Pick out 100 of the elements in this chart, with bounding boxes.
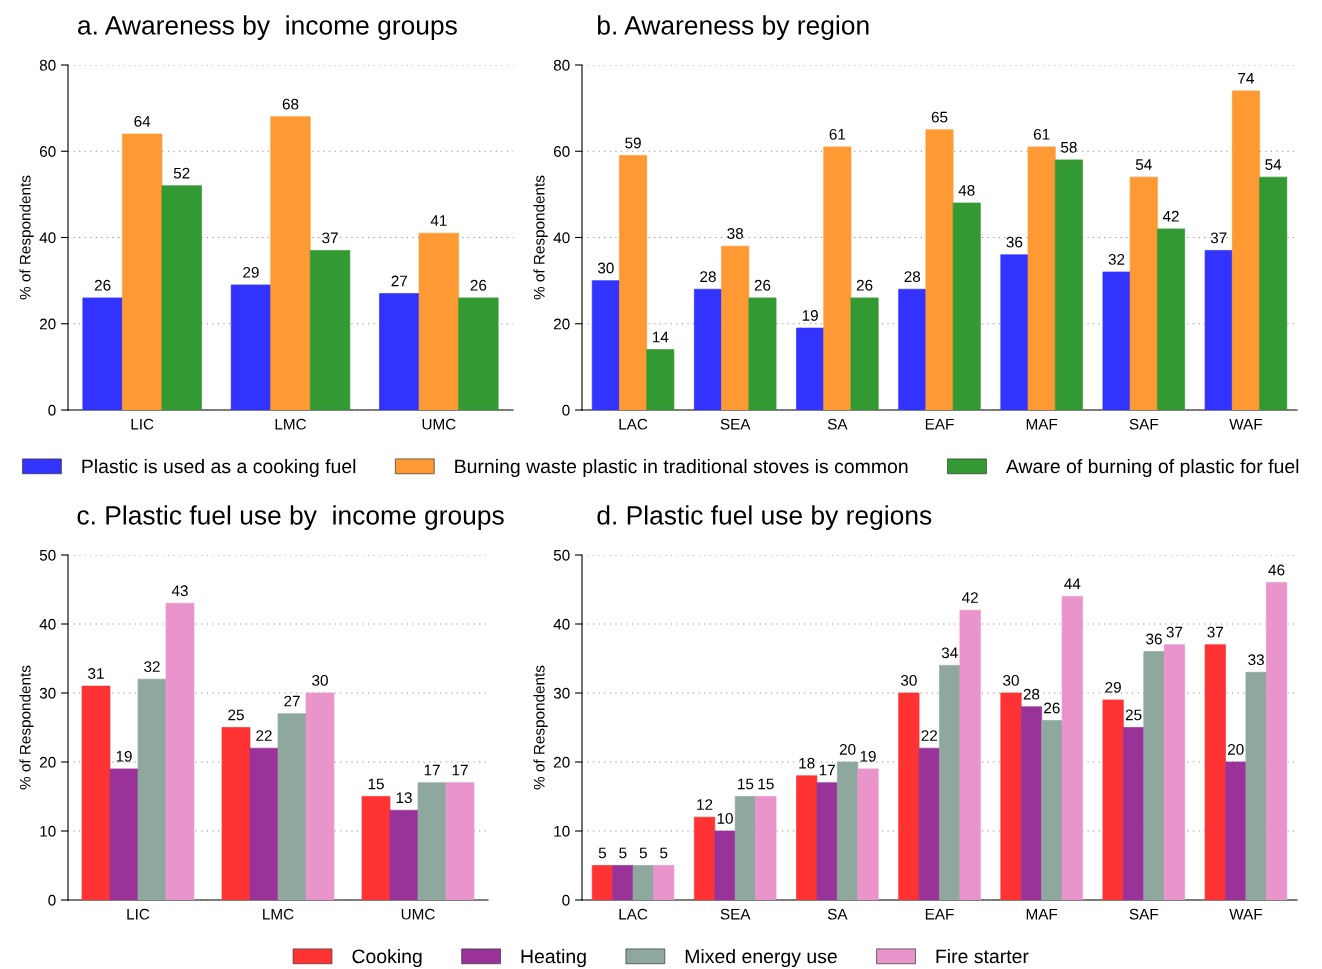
bar xyxy=(379,293,420,410)
bar xyxy=(1129,176,1158,410)
data-label: 30 xyxy=(312,674,328,686)
data-label: 15 xyxy=(738,778,754,790)
bar xyxy=(632,865,654,900)
bar xyxy=(165,602,195,900)
data-label: 30 xyxy=(597,262,614,274)
bar xyxy=(1000,254,1029,410)
y-tick-label: 0 xyxy=(48,404,56,416)
data-label: 32 xyxy=(144,661,160,673)
data-label: 20 xyxy=(1227,743,1244,755)
bar xyxy=(1041,720,1063,900)
data-label: 30 xyxy=(900,674,917,686)
data-label: 38 xyxy=(727,228,744,239)
data-label: 42 xyxy=(1162,210,1179,222)
y-axis-title: % of Respondents xyxy=(533,175,548,300)
y-axis-title: % of Respondents xyxy=(19,175,34,300)
y-tick-label: 60 xyxy=(39,146,56,157)
x-tick-label: UMC xyxy=(401,908,435,920)
data-label: 54 xyxy=(1265,159,1282,170)
legend-label: Heating xyxy=(521,948,586,968)
data-label: 31 xyxy=(88,668,104,679)
bar xyxy=(796,775,818,900)
bar xyxy=(823,146,852,410)
bar xyxy=(1259,176,1288,410)
bar xyxy=(270,116,311,410)
data-label: 36 xyxy=(1146,633,1162,645)
bar xyxy=(1054,159,1083,410)
x-tick-label: UMC xyxy=(422,418,456,430)
y-tick-label: 30 xyxy=(553,687,570,699)
bar xyxy=(591,865,613,900)
x-tick-label: SA xyxy=(827,908,848,920)
data-label: 19 xyxy=(802,310,818,321)
data-label: 22 xyxy=(256,730,272,741)
x-tick-label: LMC xyxy=(275,418,307,430)
bar xyxy=(1027,146,1056,410)
data-label: 26 xyxy=(470,279,487,291)
data-label: 52 xyxy=(173,167,190,179)
bar xyxy=(122,133,163,410)
y-tick-label: 50 xyxy=(553,549,570,561)
data-label: 27 xyxy=(391,275,408,287)
bar xyxy=(612,865,634,900)
data-label: 20 xyxy=(839,743,856,755)
y-axis-title: % of Respondents xyxy=(19,665,34,790)
bar xyxy=(591,280,620,410)
bar xyxy=(959,609,981,900)
x-tick-label: SEA xyxy=(720,418,751,430)
bar xyxy=(1102,271,1131,410)
data-label: 22 xyxy=(921,730,938,741)
data-label: 26 xyxy=(94,279,111,291)
data-label: 25 xyxy=(1125,709,1142,721)
bar xyxy=(857,768,879,900)
bar xyxy=(1204,644,1226,900)
bar xyxy=(458,297,499,410)
chart-title: a. Awareness by income groups xyxy=(78,15,457,40)
y-tick-label: 10 xyxy=(554,825,570,837)
y-tick-label: 80 xyxy=(553,59,570,71)
bar xyxy=(619,155,648,410)
legend-label: Burning waste plastic in traditional stoves is common xyxy=(455,458,908,478)
y-tick-label: 0 xyxy=(48,894,56,906)
y-tick-label: 10 xyxy=(40,825,56,837)
bar xyxy=(249,747,279,900)
bar xyxy=(1000,692,1022,900)
x-tick-label: EAF xyxy=(925,908,954,920)
bar xyxy=(1061,596,1083,900)
data-label: 19 xyxy=(116,750,132,762)
legend-label: Aware of burning of plastic for fuel xyxy=(1005,458,1299,478)
data-label: 25 xyxy=(228,709,244,721)
data-label: 36 xyxy=(1006,236,1023,248)
data-label: 37 xyxy=(1210,232,1227,244)
x-tick-label: LAC xyxy=(619,908,648,920)
bar xyxy=(748,297,777,410)
bar xyxy=(837,761,859,900)
data-label: 28 xyxy=(700,271,716,283)
bar xyxy=(109,768,139,900)
x-tick-label: SA xyxy=(827,418,848,430)
data-label: 46 xyxy=(1268,564,1285,576)
bar xyxy=(653,865,675,900)
bar xyxy=(305,692,335,900)
data-label: 28 xyxy=(904,271,921,283)
y-tick-label: 40 xyxy=(553,618,570,630)
bar xyxy=(755,796,777,900)
bar xyxy=(694,816,716,900)
data-label: 65 xyxy=(931,111,948,123)
bar xyxy=(1102,699,1124,900)
data-label: 10 xyxy=(717,812,733,824)
data-label: 19 xyxy=(860,750,876,762)
y-tick-label: 0 xyxy=(562,894,570,906)
x-tick-label: LMC xyxy=(263,908,294,920)
bar xyxy=(277,713,307,900)
bar xyxy=(445,782,475,900)
y-tick-label: 20 xyxy=(553,318,570,330)
data-label: 48 xyxy=(958,185,975,196)
data-label: 15 xyxy=(758,778,774,790)
y-tick-label: 80 xyxy=(39,59,56,71)
x-tick-label: SEA xyxy=(720,908,751,920)
bar xyxy=(1266,582,1288,900)
data-label: 5 xyxy=(660,847,668,859)
y-tick-label: 30 xyxy=(39,687,56,699)
y-tick-label: 20 xyxy=(553,756,570,768)
